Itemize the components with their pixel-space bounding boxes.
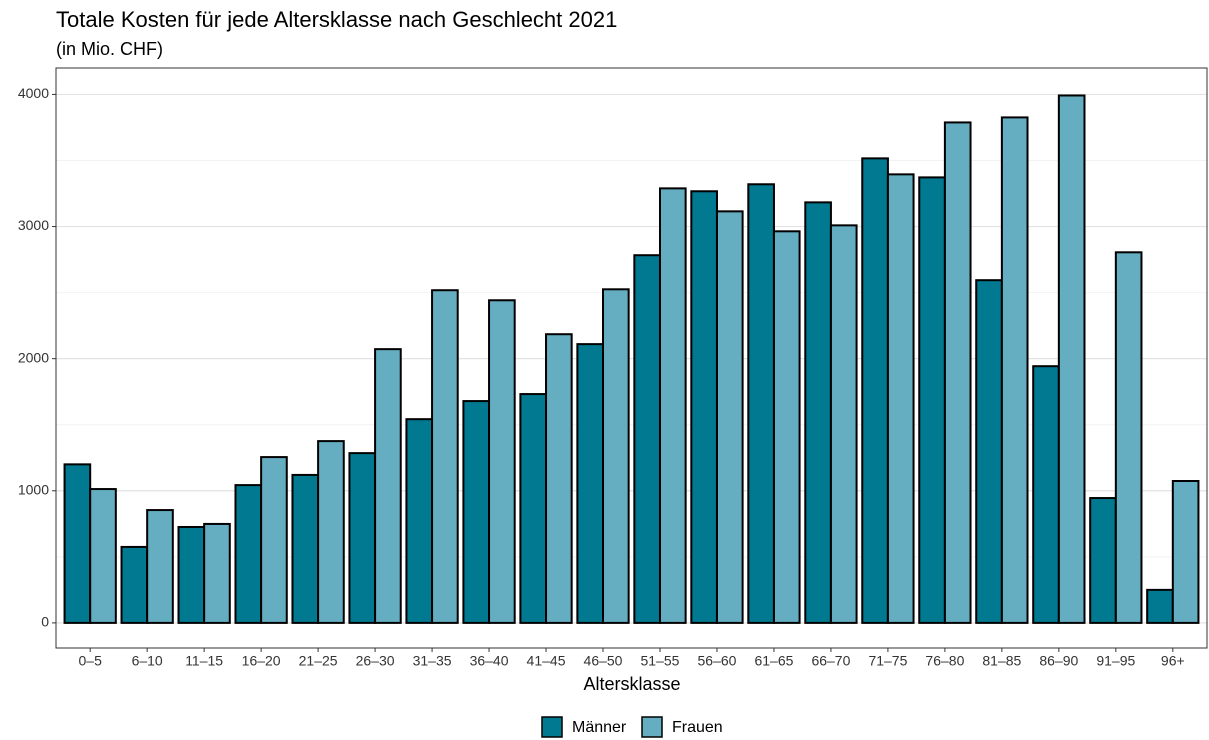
bar — [545, 333, 573, 624]
x-axis-label: Altersklasse — [583, 674, 680, 694]
x-tick-label: 26–30 — [356, 653, 395, 669]
bar — [1114, 251, 1143, 624]
bar — [576, 343, 605, 624]
panel-border — [55, 67, 1208, 649]
bar — [975, 279, 1003, 624]
bar — [1032, 365, 1060, 624]
legend-label: Frauen — [672, 719, 723, 736]
x-tick-label: 51–55 — [641, 653, 680, 669]
bar — [1171, 480, 1200, 624]
chart-title: Totale Kosten für jede Altersklasse nach… — [56, 7, 617, 32]
bar — [1089, 497, 1117, 624]
x-tick-label: 56–60 — [698, 653, 737, 669]
bar — [943, 121, 972, 624]
x-tick-label: 46–50 — [584, 653, 623, 669]
bar — [804, 201, 832, 624]
bar — [146, 509, 174, 624]
bar — [519, 393, 548, 624]
x-tick-label: 21–25 — [299, 653, 338, 669]
bar — [462, 400, 491, 624]
bar — [918, 176, 946, 624]
bar — [431, 289, 459, 624]
bar — [234, 484, 263, 624]
x-tick-label: 41–45 — [527, 653, 566, 669]
chart-subtitle: (in Mio. CHF) — [56, 39, 163, 59]
y-tick-label: 0 — [41, 614, 49, 630]
y-tick-label: 3000 — [18, 217, 49, 233]
x-tick-label: 36–40 — [470, 653, 509, 669]
x-tick-label: 86–90 — [1039, 653, 1078, 669]
bar — [203, 522, 231, 624]
bar — [1057, 94, 1086, 624]
x-tick-label: 71–75 — [868, 653, 907, 669]
bar — [886, 173, 915, 624]
bar — [405, 418, 434, 624]
bar — [488, 299, 516, 624]
bar — [602, 288, 630, 624]
bar — [1146, 588, 1174, 624]
x-tick-label: 91–95 — [1096, 653, 1135, 669]
x-tick-label: 96+ — [1161, 653, 1185, 669]
x-tick-label: 16–20 — [242, 653, 281, 669]
bar — [747, 183, 775, 624]
bar — [715, 210, 744, 624]
x-tick-label: 66–70 — [811, 653, 850, 669]
legend-swatch — [541, 716, 563, 738]
x-tick-label: 0–5 — [79, 653, 103, 669]
bar — [1000, 116, 1029, 624]
x-tick-label: 81–85 — [982, 653, 1021, 669]
bar — [120, 545, 149, 624]
x-tick-label: 76–80 — [925, 653, 964, 669]
bar — [633, 254, 661, 624]
bar — [291, 473, 320, 624]
bar — [348, 452, 377, 624]
x-tick-label: 31–35 — [413, 653, 452, 669]
x-tick-label: 61–65 — [754, 653, 793, 669]
bar — [260, 456, 288, 624]
bar — [861, 157, 889, 624]
bar — [63, 463, 92, 624]
x-tick-label: 11–15 — [185, 653, 223, 669]
y-tick-label: 2000 — [18, 349, 49, 365]
bar — [658, 187, 687, 624]
legend-label: Männer — [572, 719, 627, 736]
bar — [690, 190, 718, 624]
bar — [89, 488, 117, 624]
bar — [374, 348, 402, 624]
y-tick-label: 4000 — [18, 85, 49, 101]
bar — [177, 525, 206, 624]
bar — [317, 440, 345, 624]
x-tick-label: 6–10 — [132, 653, 163, 669]
bar — [829, 224, 858, 624]
y-tick-label: 1000 — [18, 481, 49, 497]
legend-swatch — [641, 716, 663, 738]
bar — [772, 230, 801, 624]
